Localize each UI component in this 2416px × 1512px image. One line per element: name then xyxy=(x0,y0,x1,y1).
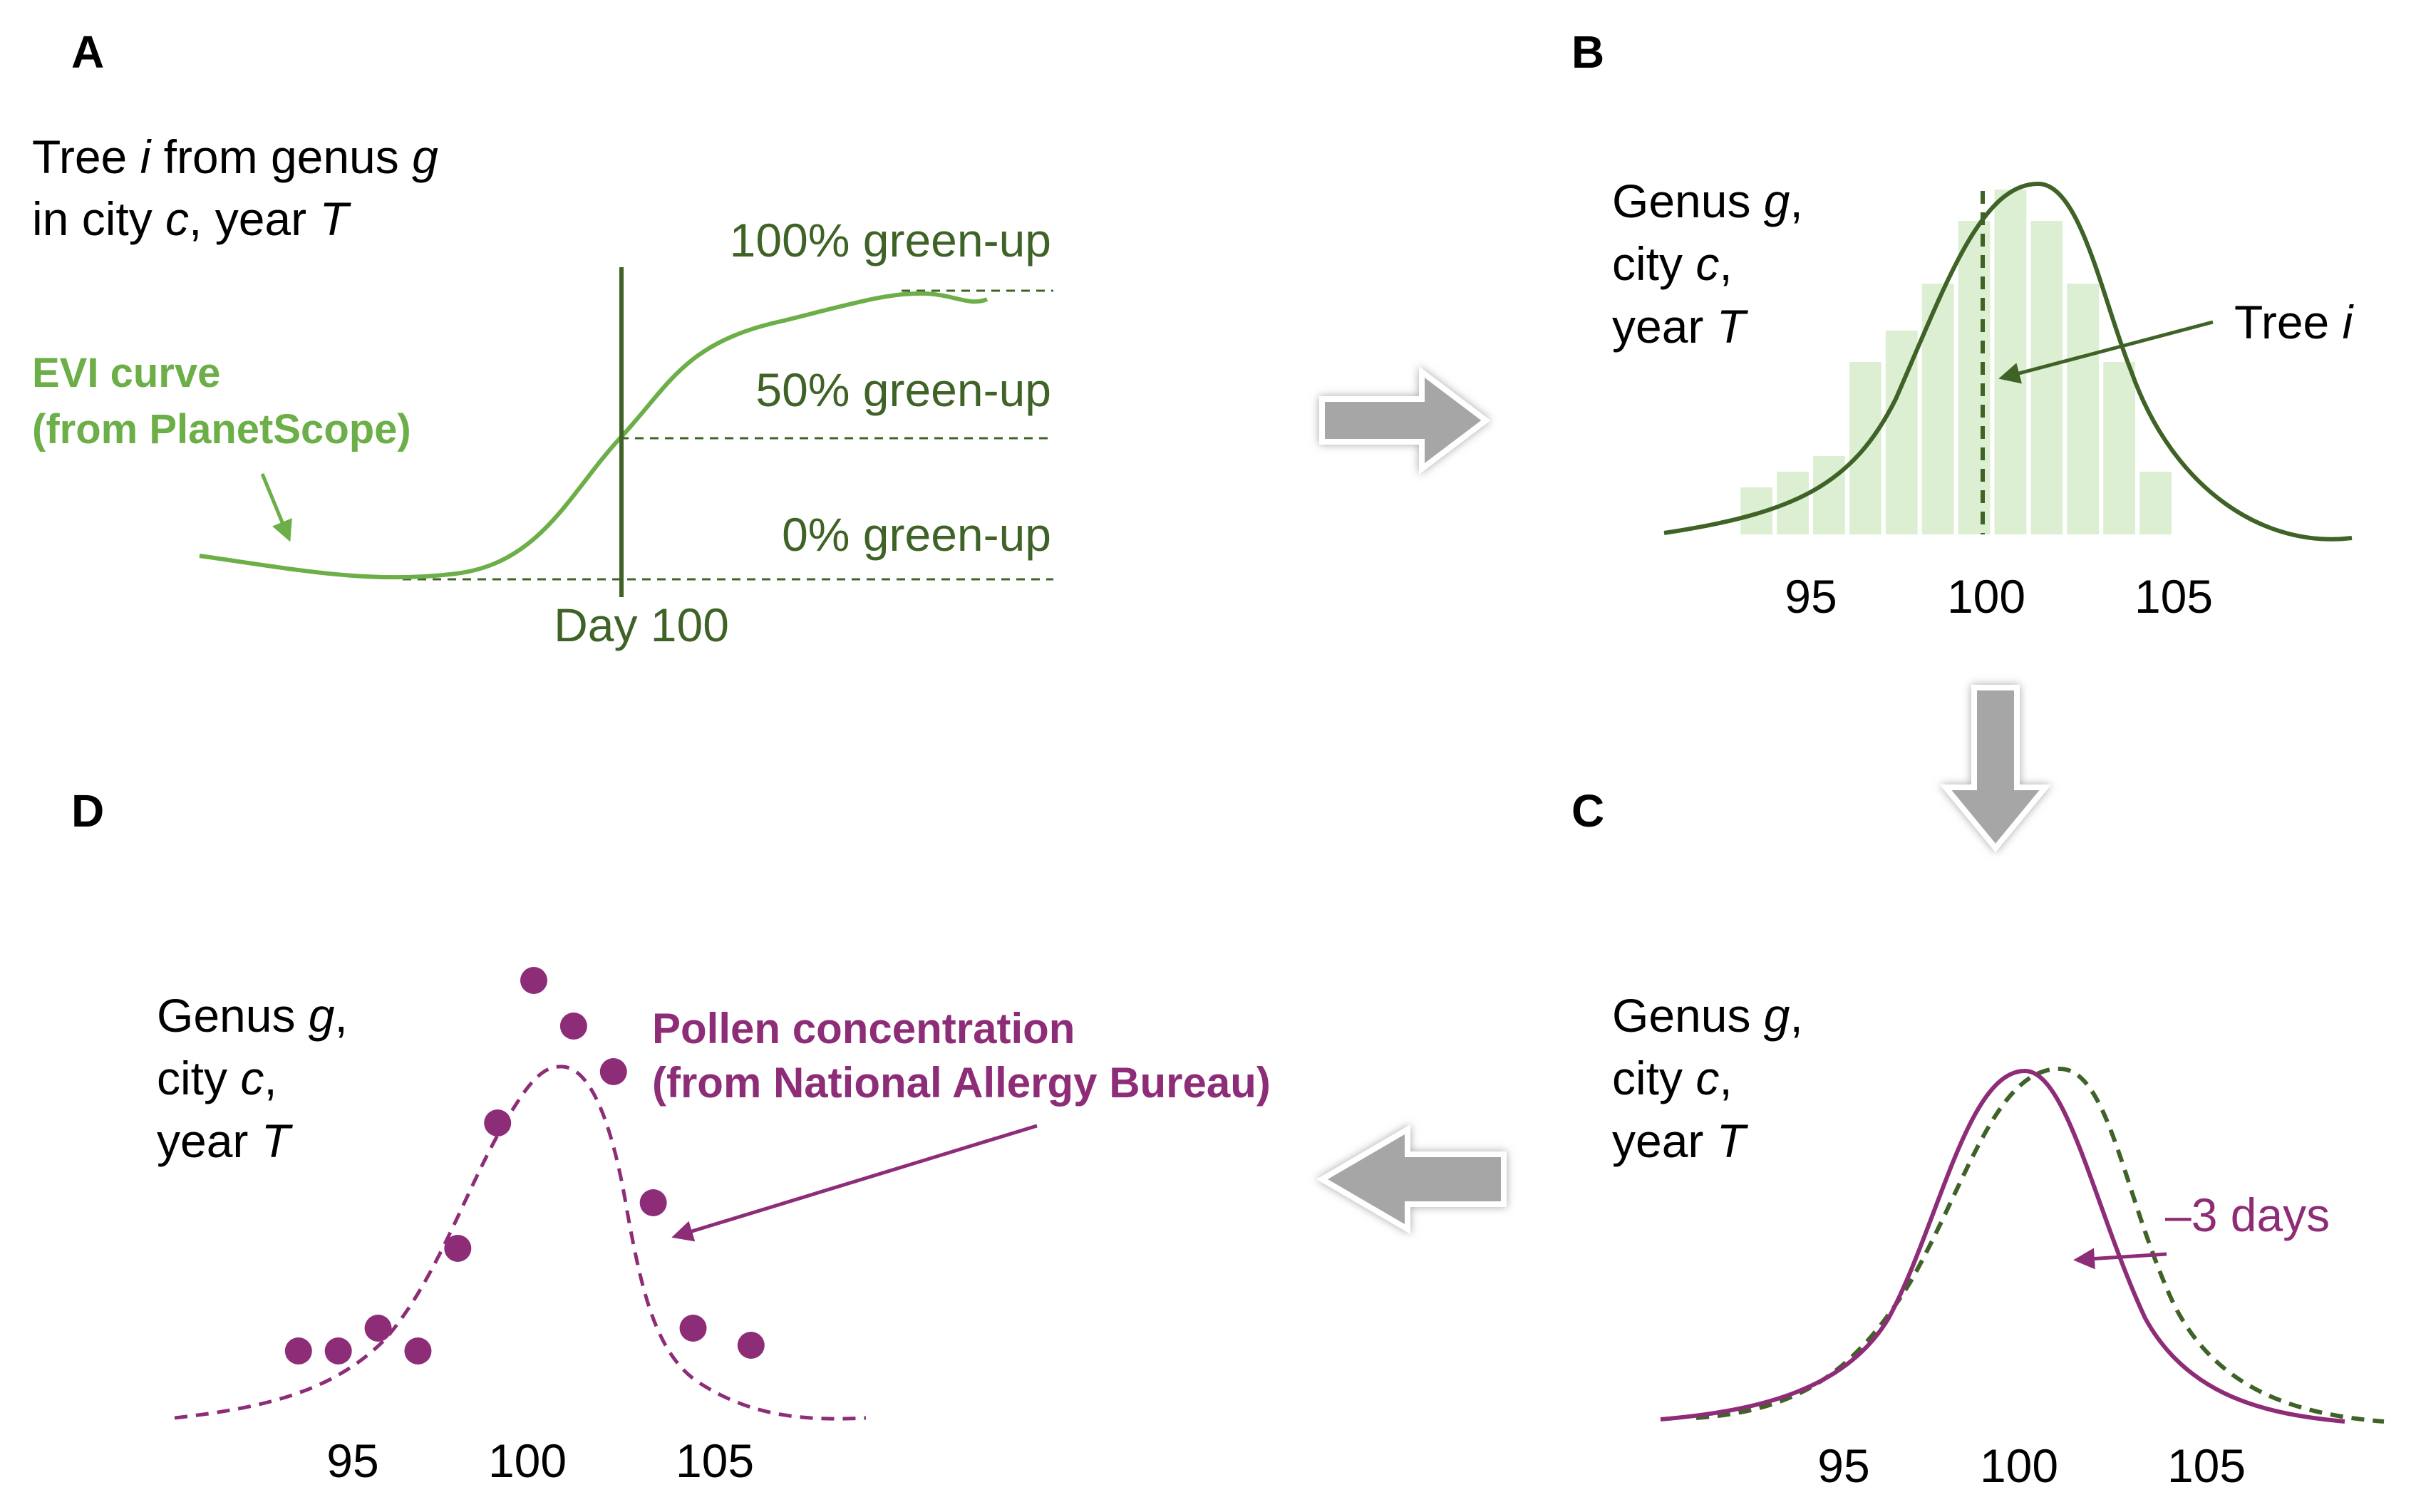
panel-a-label: A xyxy=(71,26,104,78)
panel-b-distribution-curve xyxy=(1663,181,2353,542)
panel-b: B Genus g, city c, year T Tree i 95 100 … xyxy=(1571,26,2355,623)
evi-pointer-arrow xyxy=(260,473,292,542)
pollen-point xyxy=(679,1315,707,1342)
day-100-label: Day 100 xyxy=(554,599,729,651)
panel-b-year-label: year T xyxy=(1612,300,1749,353)
panel-c-tick-100: 100 xyxy=(1980,1439,2058,1492)
panel-c-tick-105: 105 xyxy=(2167,1439,2246,1492)
histogram-bar xyxy=(2030,221,2063,534)
pollen-point xyxy=(484,1109,512,1136)
panel-c-year-label: year T xyxy=(1612,1114,1749,1167)
pollen-point xyxy=(520,967,547,994)
histogram-bar xyxy=(2139,472,2172,534)
panel-c-genus-label: Genus g, xyxy=(1612,989,1803,1042)
pollen-point xyxy=(324,1337,352,1365)
histogram-bar xyxy=(1813,456,1845,534)
tree-i-label: Tree i xyxy=(2234,296,2355,348)
histogram-bar xyxy=(1994,190,2027,534)
panel-d-tick-105: 105 xyxy=(676,1434,754,1487)
panel-d-genus-label: Genus g, xyxy=(157,989,348,1042)
pollen-point xyxy=(599,1058,627,1085)
level-100-label: 100% green-up xyxy=(730,214,1051,266)
pollen-pointer-arrow xyxy=(671,1124,1038,1242)
evi-curve-label: EVI curve xyxy=(32,350,220,396)
pollen-point xyxy=(284,1337,312,1365)
pollen-point xyxy=(364,1315,392,1342)
panel-b-genus-label: Genus g, xyxy=(1612,175,1803,227)
pollen-point xyxy=(444,1235,472,1262)
panel-b-tick-95: 95 xyxy=(1785,570,1837,623)
panel-b-city-label: city c, xyxy=(1612,237,1733,290)
pollen-label: Pollen concentration xyxy=(652,1005,1075,1052)
panel-d-fitted-curve xyxy=(174,1065,867,1421)
panel-a-title-line-2: in city c, year T xyxy=(32,192,351,245)
pollen-point xyxy=(639,1189,667,1216)
pollen-source-label: (from National Allergy Bureau) xyxy=(652,1059,1271,1107)
panel-a-title-line-1: Tree i from genus g xyxy=(32,130,438,183)
pollen-point xyxy=(559,1013,587,1040)
panel-c-shifted-curve xyxy=(1660,1068,2345,1424)
histogram-bar xyxy=(2067,284,2100,534)
shift-pointer-arrow xyxy=(2073,1248,2167,1270)
panel-b-tick-100: 100 xyxy=(1947,570,2025,623)
panel-d-label: D xyxy=(71,785,104,837)
histogram-bar xyxy=(2103,362,2136,534)
histogram-bar xyxy=(1921,284,1954,534)
panel-d-tick-95: 95 xyxy=(326,1434,378,1487)
pollen-points xyxy=(284,967,765,1365)
arrow-a-to-b xyxy=(1319,366,1491,475)
panel-d-tick-100: 100 xyxy=(488,1434,567,1487)
panel-d-year-label: year T xyxy=(157,1114,294,1167)
evi-curve xyxy=(199,291,988,580)
evi-source-label: (from PlanetScope) xyxy=(32,406,411,452)
panel-b-histogram xyxy=(1740,190,2172,534)
panel-d: D Genus g, city c, year T Pollen concent… xyxy=(71,785,1271,1487)
histogram-bar xyxy=(1958,221,1991,534)
shift-label: –3 days xyxy=(2165,1189,2330,1241)
arrow-b-to-c xyxy=(1939,685,2052,853)
pollen-point xyxy=(737,1332,765,1359)
arrow-c-to-d xyxy=(1316,1124,1507,1234)
level-0-label: 0% green-up xyxy=(782,508,1051,561)
panel-d-city-label: city c, xyxy=(157,1052,277,1104)
panel-c-tick-95: 95 xyxy=(1817,1439,1869,1492)
panel-b-label: B xyxy=(1571,26,1604,78)
pollen-point xyxy=(404,1337,432,1365)
level-50-label: 50% green-up xyxy=(755,363,1051,416)
panel-c-original-curve xyxy=(1695,1066,2385,1424)
panel-a: A Tree i from genus g in city c, year T … xyxy=(32,26,1053,651)
tree-i-pointer-arrow xyxy=(1998,320,2214,384)
panel-b-tick-105: 105 xyxy=(2134,570,2213,623)
panel-c-label: C xyxy=(1571,785,1604,837)
panel-c-city-label: city c, xyxy=(1612,1052,1733,1104)
panel-c: C Genus g, city c, year T –3 days 95 100… xyxy=(1571,785,2385,1492)
